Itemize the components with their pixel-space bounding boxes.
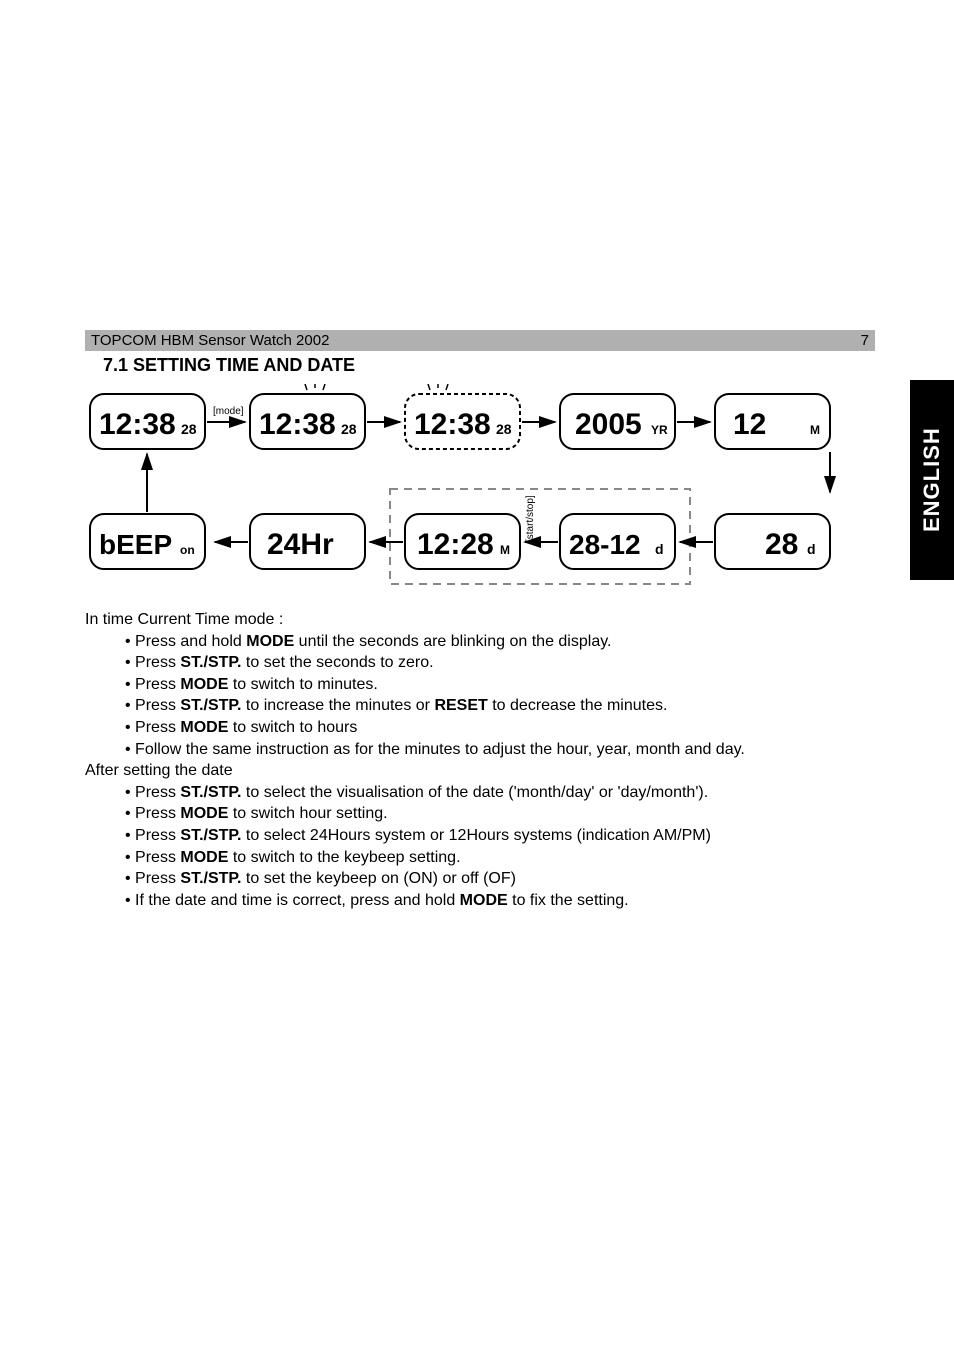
list-item: Press MODE to switch to minutes. [125,674,875,696]
lcd-screen-row1-4: 2005 YR [560,394,675,449]
list-item: Press and hold MODE until the seconds ar… [125,631,875,653]
lcd-screen-row1-3: 12:38 28 [405,384,520,449]
lcd-sub: 28 [341,421,357,437]
lcd-main: 12:38 [414,408,491,441]
steps-list-1: Press and hold MODE until the seconds ar… [125,631,875,761]
lcd-sub: 28 [496,421,512,437]
lcd-sub: YR [651,423,668,437]
header-title: TOPCOM HBM Sensor Watch 2002 [91,332,329,349]
startstop-label: [start/stop] [525,495,536,542]
list-item: Follow the same instruction as for the m… [125,739,875,761]
setting-flow-diagram: 12:38 28 [mode] 12:38 28 12:38 28 2005 [85,384,875,594]
lcd-screen-row2-4: 28-12 d [560,514,675,569]
lcd-main: 24Hr [267,528,334,561]
lcd-screen-row1-2: 12:38 28 [250,384,365,449]
language-tab: ENGLISH [910,380,954,580]
lcd-main: bEEP [99,529,172,560]
lcd-screen-row2-2: 24Hr [250,514,365,569]
list-item: Press ST./STP. to select 24Hours system … [125,825,875,847]
lcd-main: 12:38 [99,408,176,441]
lcd-sub: on [180,543,195,557]
lcd-sub: d [655,541,664,557]
mode-label: [mode] [213,406,244,417]
list-item: Press MODE to switch to hours [125,717,875,739]
list-item: Press ST./STP. to set the seconds to zer… [125,652,875,674]
lcd-main: 12 [733,408,766,441]
lcd-main: 12:38 [259,408,336,441]
section-title: 7.1 SETTING TIME AND DATE [103,355,875,376]
body-text: In time Current Time mode : Press and ho… [85,609,875,911]
lcd-sub: M [810,423,820,437]
lcd-screen-row2-3: 12:28 M [405,514,520,569]
lcd-main: 28-12 [569,529,641,560]
section-heading: SETTING TIME AND DATE [133,355,355,375]
list-item: Press MODE to switch hour setting. [125,803,875,825]
list-item: Press ST./STP. to set the keybeep on (ON… [125,868,875,890]
list-item: If the date and time is correct, press a… [125,890,875,912]
lcd-screen-row2-1: bEEP on [90,514,205,569]
list-item: Press MODE to switch to the keybeep sett… [125,847,875,869]
page-content: TOPCOM HBM Sensor Watch 2002 7 7.1 SETTI… [85,330,875,911]
list-item: Press ST./STP. to select the visualisati… [125,782,875,804]
lcd-main: 28 [765,528,798,561]
lcd-main: 2005 [575,408,642,441]
list-item: Press ST./STP. to increase the minutes o… [125,695,875,717]
lcd-screen-row1-1: 12:38 28 [90,394,205,449]
lcd-screen-row1-5: 12 M [715,394,830,449]
lcd-sub: d [807,541,816,557]
page-header-bar: TOPCOM HBM Sensor Watch 2002 7 [85,330,875,351]
lcd-sub: M [500,543,510,557]
intro-line-2: After setting the date [85,760,875,782]
intro-line: In time Current Time mode : [85,609,875,631]
lcd-screen-row2-5: 28 d [715,514,830,569]
section-number: 7.1 [103,355,128,375]
lcd-sub: 28 [181,421,197,437]
lcd-main: 12:28 [417,528,494,561]
page-number: 7 [861,332,869,349]
steps-list-2: Press ST./STP. to select the visualisati… [125,782,875,912]
